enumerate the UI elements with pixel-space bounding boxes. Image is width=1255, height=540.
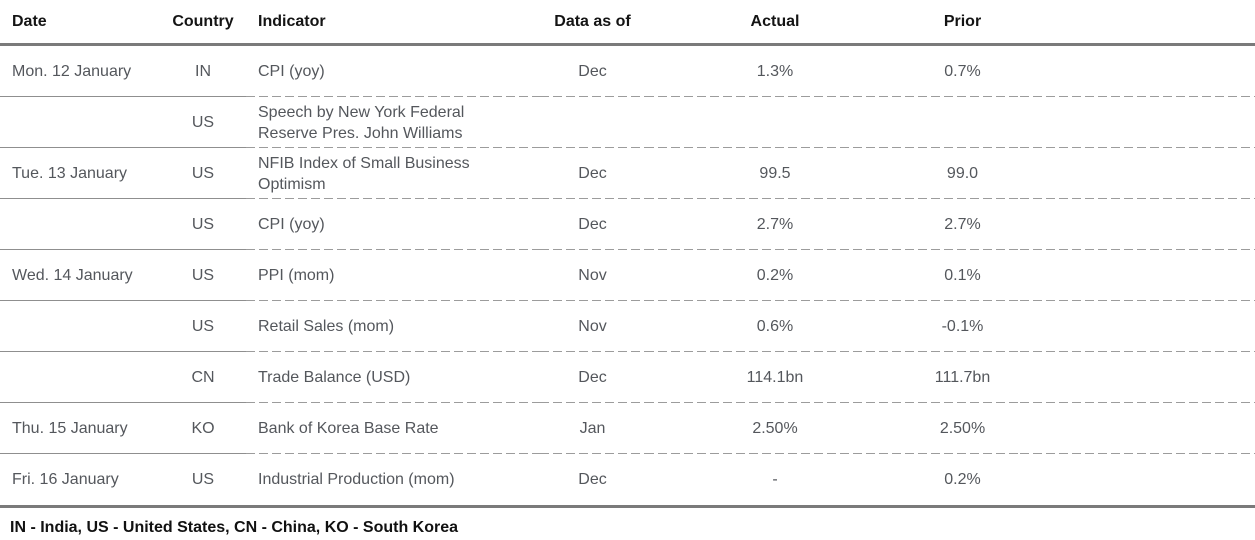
cell-date (0, 352, 160, 403)
cell-data-as-of: Nov (540, 301, 645, 352)
cell-actual: 114.1bn (645, 352, 905, 403)
cell-filler (1020, 403, 1255, 454)
cell-filler (1020, 44, 1255, 97)
cell-data-as-of (540, 97, 645, 148)
cell-indicator: Speech by New York Federal Reserve Pres.… (246, 97, 540, 148)
cell-prior: 0.1% (905, 250, 1020, 301)
cell-indicator: CPI (yoy) (246, 199, 540, 250)
table-row: US CPI (yoy) Dec 2.7% 2.7% (0, 199, 1255, 250)
cell-prior: 2.7% (905, 199, 1020, 250)
cell-actual: 2.50% (645, 403, 905, 454)
cell-country: US (160, 199, 246, 250)
table-header-row: Date Country Indicator Data as of Actual… (0, 0, 1255, 46)
country-codes-footnote: IN - India, US - United States, CN - Chi… (10, 519, 459, 536)
cell-indicator: Retail Sales (mom) (246, 301, 540, 352)
cell-actual (645, 97, 905, 148)
cell-country: US (160, 97, 246, 148)
cell-date: Wed. 14 January (0, 250, 160, 301)
column-header-country: Country (160, 0, 246, 46)
cell-prior: -0.1% (905, 301, 1020, 352)
cell-filler (1020, 454, 1255, 505)
table-row: US Speech by New York Federal Reserve Pr… (0, 97, 1255, 148)
indicator-text: Bank of Korea Base Rate (258, 420, 439, 437)
cell-country: US (191, 470, 215, 488)
table-row: Thu. 15 January KO Bank of Korea Base Ra… (0, 403, 1255, 454)
cell-filler (1020, 352, 1255, 403)
table-row: Tue. 13 January US NFIB Index of Small B… (0, 148, 1255, 199)
indicator-text: PPI (mom) (258, 267, 335, 284)
indicator-text: CPI (yoy) (258, 216, 325, 233)
cell-data-as-of: Dec (578, 470, 607, 488)
cell-actual: 0.2% (645, 250, 905, 301)
column-header-indicator: Indicator (246, 0, 540, 46)
economic-calendar-table: Date Country Indicator Data as of Actual… (0, 0, 1255, 506)
cell-filler (1020, 97, 1255, 148)
cell-indicator: Bank of Korea Base Rate (246, 403, 540, 454)
cell-data-as-of: Jan (540, 403, 645, 454)
cell-country: US (160, 301, 246, 352)
cell-country: CN (160, 352, 246, 403)
cell-data-as-of: Dec (540, 44, 645, 97)
cell-indicator: Trade Balance (USD) (246, 352, 540, 403)
table-row: Fri. 16 January US Industrial Production… (0, 454, 1255, 505)
cell-indicator: CPI (yoy) (246, 44, 540, 97)
cell-country: US (160, 148, 246, 199)
cell-filler (1020, 250, 1255, 301)
cell-filler (1020, 199, 1255, 250)
table-row: Wed. 14 January US PPI (mom) Nov 0.2% 0.… (0, 250, 1255, 301)
indicator-text: NFIB Index of Small Business Optimism (258, 154, 470, 193)
cell-actual: 1.3% (645, 44, 905, 97)
cell-actual: - (772, 470, 778, 488)
cell-country: IN (160, 44, 246, 97)
economic-calendar-table-wrap: Date Country Indicator Data as of Actual… (0, 0, 1255, 508)
cell-date (0, 199, 160, 250)
cell-date: Thu. 15 January (0, 403, 160, 454)
cell-prior (905, 97, 1020, 148)
cell-data-as-of: Dec (540, 352, 645, 403)
cell-date (0, 301, 160, 352)
cell-indicator: Industrial Production (mom) (246, 454, 540, 505)
cell-prior: 111.7bn (905, 352, 1020, 403)
cell-indicator: PPI (mom) (246, 250, 540, 301)
table-row: US Retail Sales (mom) Nov 0.6% -0.1% (0, 301, 1255, 352)
table-body: Mon. 12 January IN CPI (yoy) Dec 1.3% 0.… (0, 44, 1255, 506)
cell-actual: 2.7% (645, 199, 905, 250)
indicator-text: Trade Balance (USD) (258, 369, 411, 386)
column-header-prior: Prior (905, 0, 1020, 46)
cell-indicator: NFIB Index of Small Business Optimism (246, 148, 540, 199)
indicator-text: Retail Sales (mom) (258, 318, 395, 335)
cell-filler (1020, 301, 1255, 352)
cell-actual: 99.5 (645, 148, 905, 199)
cell-prior: 99.0 (905, 148, 1020, 199)
indicator-text: Industrial Production (mom) (258, 471, 455, 488)
indicator-text: CPI (yoy) (258, 63, 325, 80)
cell-date (0, 97, 160, 148)
table-row: CN Trade Balance (USD) Dec 114.1bn 111.7… (0, 352, 1255, 403)
cell-data-as-of: Nov (540, 250, 645, 301)
cell-country: US (160, 250, 246, 301)
column-header-date: Date (0, 0, 160, 46)
cell-filler (1020, 148, 1255, 199)
cell-prior: 0.2% (944, 470, 981, 488)
indicator-text: Speech by New York Federal Reserve Pres.… (258, 103, 465, 142)
table-row: Mon. 12 January IN CPI (yoy) Dec 1.3% 0.… (0, 44, 1255, 97)
cell-actual: 0.6% (645, 301, 905, 352)
cell-date: Mon. 12 January (0, 44, 160, 97)
cell-prior: 0.7% (905, 44, 1020, 97)
cell-data-as-of: Dec (540, 199, 645, 250)
cell-data-as-of: Dec (540, 148, 645, 199)
cell-date: Tue. 13 January (0, 148, 160, 199)
cell-prior: 2.50% (905, 403, 1020, 454)
column-header-data-as-of: Data as of (540, 0, 645, 46)
column-header-actual: Actual (645, 0, 905, 46)
cell-date: Fri. 16 January (12, 470, 119, 488)
column-header-filler (1020, 0, 1255, 46)
cell-country: KO (160, 403, 246, 454)
